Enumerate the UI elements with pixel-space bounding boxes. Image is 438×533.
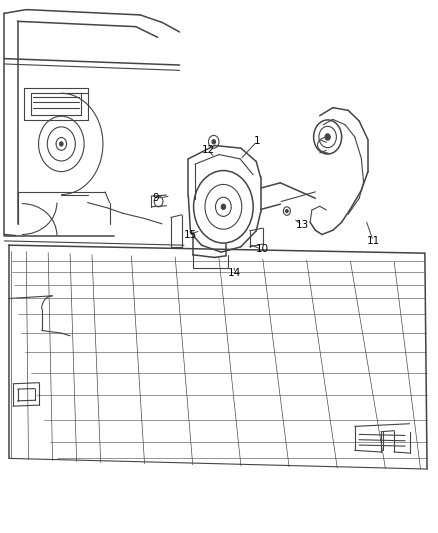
Text: 15: 15 — [184, 230, 197, 239]
Text: 1: 1 — [254, 136, 261, 146]
Text: 9: 9 — [152, 193, 159, 203]
Text: 13: 13 — [296, 220, 309, 230]
Text: 11: 11 — [367, 236, 380, 246]
Circle shape — [221, 204, 226, 209]
Circle shape — [325, 134, 330, 140]
Text: 14: 14 — [228, 268, 241, 278]
Text: 12: 12 — [202, 146, 215, 155]
Text: 10: 10 — [255, 245, 268, 254]
Circle shape — [60, 142, 63, 146]
Circle shape — [286, 209, 288, 213]
Circle shape — [212, 140, 215, 144]
